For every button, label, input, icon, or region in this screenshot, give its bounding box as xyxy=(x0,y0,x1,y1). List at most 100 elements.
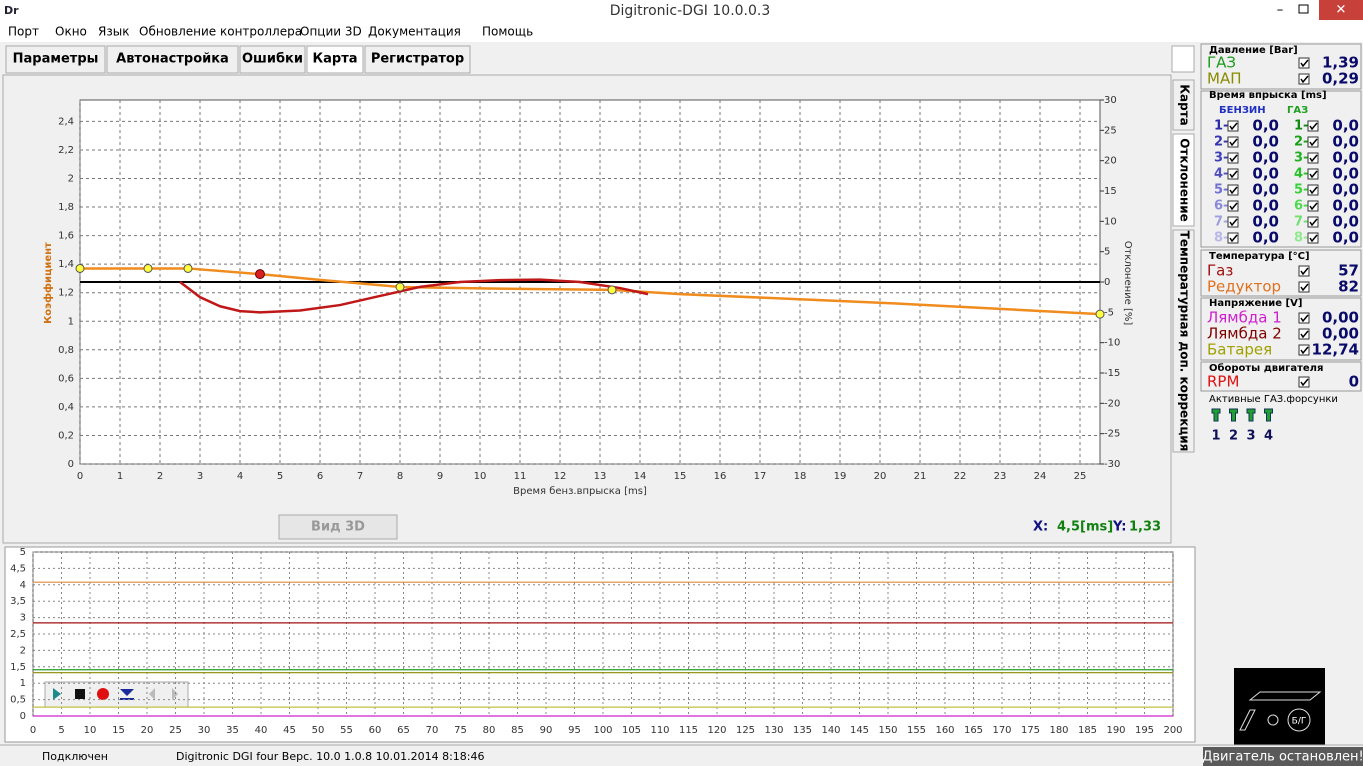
x-tick-label: 14 xyxy=(634,471,647,482)
view-3d-label[interactable]: Вид 3D xyxy=(311,520,365,535)
tab-label[interactable]: Регистратор xyxy=(371,52,464,67)
check-mark xyxy=(1309,122,1318,131)
reading-value: 57 xyxy=(1338,262,1359,280)
tab[interactable] xyxy=(5,45,106,74)
checkbox[interactable] xyxy=(1298,281,1310,293)
gas-label: 1- xyxy=(1294,119,1308,134)
side-tab[interactable] xyxy=(1172,79,1195,131)
x-tick-label: 0 xyxy=(30,725,36,736)
check-mark xyxy=(1309,202,1318,211)
menu-item[interactable]: Окно xyxy=(55,25,87,39)
view-3d-button[interactable] xyxy=(278,514,398,540)
reading-label: Редуктор xyxy=(1207,278,1281,296)
checkbox[interactable] xyxy=(1307,232,1319,244)
checkbox[interactable] xyxy=(1307,120,1319,132)
x-tick-label: 85 xyxy=(511,725,524,736)
x-tick-label: 145 xyxy=(850,725,869,736)
x-tick-label: 23 xyxy=(994,471,1007,482)
side-tab[interactable] xyxy=(1172,133,1195,227)
tab[interactable] xyxy=(106,45,239,74)
x-tick-label: 90 xyxy=(540,725,553,736)
record-icon[interactable] xyxy=(97,688,109,700)
x-tick-label: 7 xyxy=(357,471,363,482)
checkbox[interactable] xyxy=(1307,216,1319,228)
checkbox[interactable] xyxy=(1227,136,1239,148)
minimize-icon[interactable]: – xyxy=(1277,3,1284,18)
x-tick-label: 6 xyxy=(317,471,323,482)
side-tab-label[interactable]: Температурная доп. коррекция xyxy=(1178,231,1192,452)
checkbox[interactable] xyxy=(1227,232,1239,244)
checkbox[interactable] xyxy=(1298,344,1310,356)
checkbox[interactable] xyxy=(1307,168,1319,180)
map-point[interactable] xyxy=(143,263,153,273)
mode-label[interactable]: Б/Г xyxy=(1292,717,1307,727)
stop-icon[interactable] xyxy=(75,689,85,699)
y-tick-label: 2,4 xyxy=(58,116,74,127)
side-tab-label[interactable]: Отклонение xyxy=(1178,138,1192,222)
menu-item[interactable]: Опции 3D xyxy=(300,25,362,39)
close-button[interactable] xyxy=(1319,0,1363,20)
injector-icon xyxy=(1211,408,1221,422)
check-mark xyxy=(1229,138,1238,147)
injector-number: 2 xyxy=(1229,429,1238,444)
checkbox[interactable] xyxy=(1298,376,1310,388)
tab-label[interactable]: Параметры xyxy=(13,52,99,67)
checkbox[interactable] xyxy=(1298,73,1310,85)
step-icons[interactable] xyxy=(149,688,178,700)
reading-label: Лямбда 1 xyxy=(1207,309,1282,327)
checkbox[interactable] xyxy=(1307,152,1319,164)
mode-icon[interactable] xyxy=(1234,668,1325,745)
tab[interactable] xyxy=(239,45,306,74)
checkbox[interactable] xyxy=(1227,120,1239,132)
checkbox[interactable] xyxy=(1307,200,1319,212)
checkbox[interactable] xyxy=(1227,200,1239,212)
map-point[interactable] xyxy=(183,263,193,273)
side-tab[interactable] xyxy=(1172,229,1195,453)
tab-label[interactable]: Карта xyxy=(312,52,357,67)
mode-circle xyxy=(1267,714,1279,726)
tool-button[interactable] xyxy=(1171,45,1195,73)
checkbox[interactable] xyxy=(1227,168,1239,180)
checkbox[interactable] xyxy=(1227,184,1239,196)
gas-label: 7- xyxy=(1294,215,1308,230)
y-tick-label: 1,4 xyxy=(58,259,74,270)
maximize-icon[interactable] xyxy=(1298,4,1309,14)
tab-label[interactable]: Автонастройка xyxy=(116,52,229,67)
y-tick-label: 1,6 xyxy=(58,231,74,242)
checkbox[interactable] xyxy=(1307,184,1319,196)
checkbox[interactable] xyxy=(1298,328,1310,340)
y2-tick-label: 20 xyxy=(1104,156,1117,167)
checkbox[interactable] xyxy=(1298,57,1310,69)
play-icon[interactable] xyxy=(53,688,61,700)
series-line xyxy=(179,278,649,314)
cursor-point[interactable] xyxy=(255,269,265,280)
map-point[interactable] xyxy=(1095,309,1105,319)
tab[interactable] xyxy=(364,45,471,74)
map-point[interactable] xyxy=(607,285,617,295)
menu-item[interactable]: Помощь xyxy=(482,25,533,39)
menu-item[interactable]: Документация xyxy=(368,25,461,39)
checkbox[interactable] xyxy=(1298,312,1310,324)
panel-section xyxy=(1200,297,1362,361)
tab-label[interactable]: Ошибки xyxy=(242,52,303,67)
side-tab-label[interactable]: Карта xyxy=(1178,84,1192,126)
map-point[interactable] xyxy=(395,282,405,292)
map-point[interactable] xyxy=(75,263,85,273)
menu-item[interactable]: Обновление контроллера xyxy=(139,25,302,39)
y-tick-label: 2 xyxy=(20,645,26,656)
x-tick-label: 3 xyxy=(197,471,203,482)
checkbox[interactable] xyxy=(1298,265,1310,277)
checkbox[interactable] xyxy=(1307,136,1319,148)
y-tick-label: 1,8 xyxy=(58,202,74,213)
player-controls xyxy=(44,681,189,708)
down-icon[interactable] xyxy=(120,689,134,700)
menu-item[interactable]: Порт xyxy=(8,25,39,39)
injector-icon xyxy=(1246,408,1256,422)
checkbox[interactable] xyxy=(1227,152,1239,164)
tab[interactable] xyxy=(306,45,364,74)
check-mark xyxy=(1229,218,1238,227)
x-tick-label: 13 xyxy=(594,471,607,482)
check-mark xyxy=(1300,378,1309,387)
menu-item[interactable]: Язык xyxy=(98,25,129,39)
checkbox[interactable] xyxy=(1227,216,1239,228)
